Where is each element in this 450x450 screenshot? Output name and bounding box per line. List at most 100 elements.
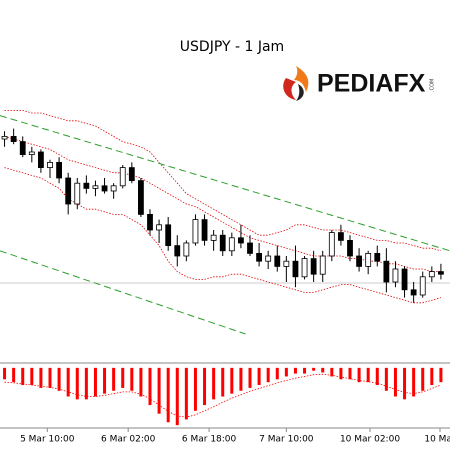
candle-body	[10, 135, 17, 142]
histogram-bar	[39, 367, 43, 388]
candle-body	[19, 141, 26, 156]
x-tick-label: 6 Mar 18:00	[182, 435, 237, 445]
histogram-bar	[303, 367, 307, 374]
candle-body	[274, 255, 281, 267]
histogram-bar	[30, 367, 34, 386]
candle-body	[174, 245, 181, 257]
histogram-bar	[3, 367, 7, 380]
candle-body	[56, 161, 62, 179]
x-tick-label: 7 Mar 10:00	[259, 435, 314, 445]
band-line	[4, 110, 442, 252]
candle-body	[47, 161, 53, 168]
histogram-bar	[248, 367, 252, 388]
histogram-bar	[284, 367, 288, 377]
x-tick-label: 10 Mar 02:00	[340, 435, 400, 445]
candle-body	[419, 276, 426, 296]
histogram-bar	[221, 367, 225, 397]
histogram-bar	[266, 367, 270, 383]
histogram-bar	[121, 367, 125, 388]
histogram-bar	[48, 367, 52, 388]
histogram-bar	[21, 367, 25, 386]
candle-body	[156, 224, 162, 231]
candle-body	[310, 258, 317, 275]
histogram-bar	[239, 367, 243, 391]
candle-body	[101, 185, 108, 192]
histogram-bar	[321, 367, 325, 373]
histogram-bar	[393, 367, 397, 397]
histogram-bar	[184, 367, 188, 420]
candle-body	[192, 219, 199, 244]
candle-body	[92, 185, 99, 189]
logo-flame	[294, 66, 309, 92]
candle-body	[228, 237, 235, 252]
histogram-bar	[312, 367, 316, 371]
candle-body	[328, 232, 335, 257]
candle-body	[65, 177, 72, 205]
candle-body	[383, 260, 390, 283]
chart-title: USDJPY - 1 Jam	[180, 39, 284, 55]
histogram-bar	[357, 367, 361, 383]
histogram-bar	[75, 367, 79, 400]
histogram-bar	[166, 367, 170, 423]
histogram-bar	[103, 367, 107, 394]
histogram-bar	[203, 367, 207, 406]
candle-body	[374, 252, 381, 262]
histogram-bar	[439, 367, 443, 383]
candle-body	[147, 213, 153, 231]
histogram-bar	[157, 367, 161, 414]
histogram-bar	[57, 367, 61, 391]
candle-body	[238, 237, 244, 244]
candle-body	[165, 224, 172, 247]
histogram-bar	[212, 367, 216, 400]
histogram-bar	[421, 367, 425, 391]
candle-body	[428, 271, 435, 278]
candle-body	[183, 242, 190, 257]
candle-body	[119, 167, 126, 187]
logo-flame	[296, 84, 304, 101]
candle-body	[74, 182, 81, 205]
histogram-bar	[348, 367, 352, 380]
candle-body	[338, 232, 344, 241]
candle-body	[83, 182, 90, 189]
histogram-bar	[93, 367, 97, 397]
x-tick-label: 10 Mar	[424, 435, 450, 445]
histogram-bar	[175, 367, 179, 426]
channel-line	[0, 115, 450, 252]
candle-body	[392, 268, 399, 283]
candle-body	[283, 260, 290, 267]
candle-body	[410, 289, 417, 296]
histogram-bar	[339, 367, 343, 380]
candle-body	[247, 242, 253, 254]
histogram-bar	[66, 367, 70, 397]
candle-body	[365, 252, 372, 267]
candle-body	[219, 234, 226, 252]
histogram-bar	[384, 367, 388, 391]
candle-body	[356, 255, 362, 267]
candle-body	[292, 260, 299, 278]
candle-body	[138, 180, 144, 215]
histogram-bar	[230, 367, 234, 394]
x-tick-label: 6 Mar 02:00	[101, 435, 156, 445]
histogram-bar	[366, 367, 370, 383]
candle-body	[301, 258, 308, 278]
histogram-bar	[257, 367, 261, 386]
histogram-bar	[330, 367, 334, 377]
candle-body	[401, 268, 408, 291]
candle-body	[265, 255, 272, 262]
candle-body	[319, 255, 326, 275]
histogram-bar	[84, 367, 88, 400]
candle-body	[256, 252, 262, 262]
logo-suffix: .COM	[430, 79, 436, 92]
histogram-bar	[193, 367, 197, 411]
histogram-bar	[148, 367, 152, 406]
candle-body	[1, 135, 8, 140]
histogram-bar	[112, 367, 116, 391]
logo-text: PEDIAFX	[317, 70, 426, 98]
candle-body	[210, 234, 217, 241]
x-tick-label: 5 Mar 10:00	[20, 435, 75, 445]
histogram-bar	[293, 367, 297, 374]
histogram-bar	[403, 367, 407, 400]
